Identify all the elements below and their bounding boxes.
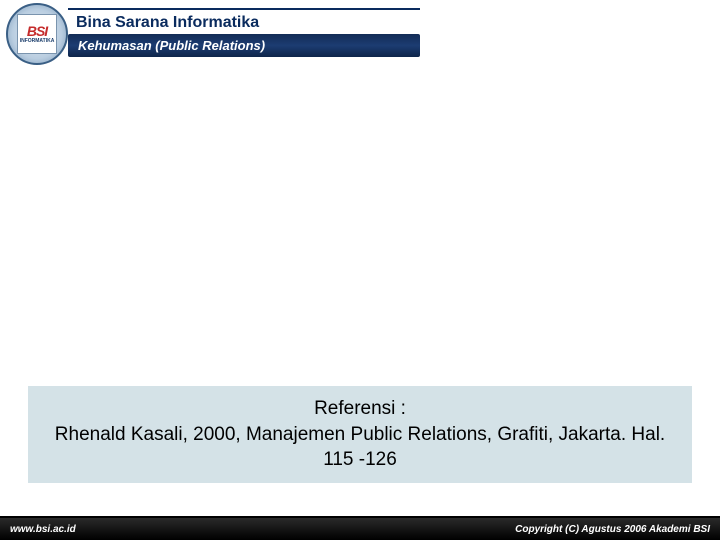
header-top-rule (68, 8, 420, 10)
institution-name: Bina Sarana Informatika (68, 12, 420, 34)
slide-footer: www.bsi.ac.id Copyright (C) Agustus 2006… (0, 518, 720, 540)
logo-subtext: INFORMATIKA (20, 39, 55, 44)
course-title-bar: Kehumasan (Public Relations) (68, 34, 420, 57)
header-titles: Bina Sarana Informatika Kehumasan (Publi… (68, 8, 420, 57)
reference-box: Referensi : Rhenald Kasali, 2000, Manaje… (28, 386, 692, 483)
logo-acronym: BSI (27, 24, 47, 38)
slide-header: BSI INFORMATIKA Bina Sarana Informatika … (0, 0, 720, 68)
footer-website: www.bsi.ac.id (10, 524, 76, 535)
footer-copyright: Copyright (C) Agustus 2006 Akademi BSI (515, 524, 710, 535)
bsi-logo: BSI INFORMATIKA (6, 3, 68, 65)
reference-title: Referensi : (42, 396, 678, 422)
logo-inner: BSI INFORMATIKA (17, 14, 57, 54)
reference-citation: Rhenald Kasali, 2000, Manajemen Public R… (42, 422, 678, 473)
